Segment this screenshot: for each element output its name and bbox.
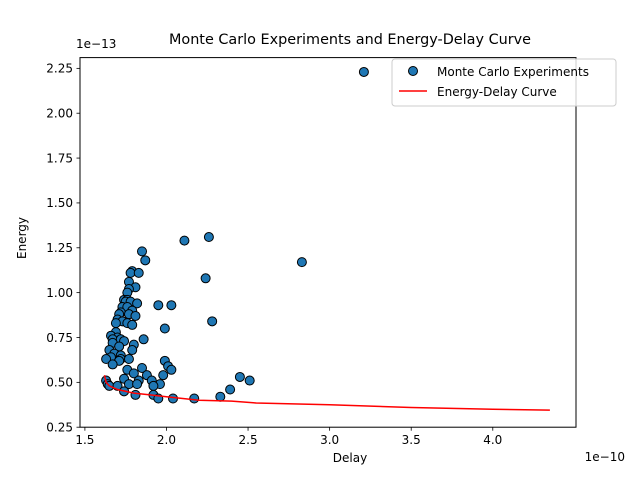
energy-delay-curve (103, 375, 550, 411)
scatter-point (140, 255, 151, 266)
scatter-point (296, 257, 307, 268)
y-axis-label: Energy (15, 217, 29, 259)
scatter-point (244, 375, 255, 386)
y-axis-ticks: 0.25 0.50 0.75 1.00 1.25 1.50 1.75 2.00 2.25 (46, 62, 80, 435)
scatter-point (133, 267, 144, 278)
scatter-point (158, 370, 169, 381)
scatter-point (215, 391, 226, 402)
scatter-point (132, 298, 143, 309)
scatter-point (166, 364, 177, 375)
x-tick-label: 2.0 (157, 433, 176, 447)
x-tick-label: 1.5 (75, 433, 94, 447)
x-axis-label: Delay (333, 451, 367, 465)
legend-label-scatter: Monte Carlo Experiments (437, 65, 589, 79)
legend: Monte Carlo Experiments Energy-Delay Cur… (391, 58, 617, 107)
scatter-point (153, 300, 164, 311)
scatter-point (127, 345, 138, 356)
legend-label-curve: Energy-Delay Curve (437, 85, 557, 99)
x-tick-label: 3.5 (402, 433, 421, 447)
x-axis-ticks: 1.5 2.0 2.5 3.0 3.5 4.0 (75, 427, 502, 447)
y-tick-label: 0.50 (46, 376, 73, 390)
scatter-point (130, 310, 141, 321)
chart-title: Monte Carlo Experiments and Energy-Delay… (169, 32, 531, 48)
scatter-point (148, 380, 159, 391)
scatter-point (127, 319, 138, 330)
scatter-point (159, 323, 170, 334)
y-tick-label: 0.25 (46, 421, 73, 435)
scatter-point (138, 334, 149, 345)
y-tick-label: 0.75 (46, 331, 73, 345)
x-tick-label: 2.5 (239, 433, 258, 447)
scatter-point (107, 359, 118, 370)
scatter-point (358, 66, 369, 77)
y-tick-label: 2.25 (46, 62, 73, 76)
scatter-point (123, 354, 134, 365)
scatter-point (200, 273, 211, 284)
y-tick-label: 1.25 (46, 241, 73, 255)
scatter-point (189, 393, 200, 404)
scatter-point (128, 368, 139, 379)
scatter-point (179, 235, 190, 246)
x-tick-label: 4.0 (483, 433, 502, 447)
y-tick-label: 1.50 (46, 196, 73, 210)
x-multiplier-label: 1e−10 (585, 450, 625, 464)
scatter-point (225, 384, 236, 395)
scatter-point (234, 371, 245, 382)
legend-box (391, 58, 617, 107)
scatter-point (166, 300, 177, 311)
scatter-point (137, 246, 147, 257)
y-tick-label: 1.75 (46, 151, 73, 165)
legend-marker-scatter (408, 66, 418, 76)
plot-area (101, 66, 550, 411)
scatter-point (137, 362, 147, 373)
scatter-point (207, 316, 218, 327)
scatter-point (203, 232, 214, 243)
scatter-point (132, 379, 143, 390)
scatter-point (110, 318, 121, 329)
y-multiplier-label: 1e−13 (76, 37, 116, 51)
scatter-point (125, 267, 136, 278)
y-tick-label: 2.00 (46, 107, 73, 121)
x-tick-label: 3.0 (320, 433, 339, 447)
scatter-point (101, 354, 112, 365)
scatter-point (130, 389, 141, 400)
axes-frame (79, 57, 577, 428)
y-tick-label: 1.00 (46, 286, 73, 300)
